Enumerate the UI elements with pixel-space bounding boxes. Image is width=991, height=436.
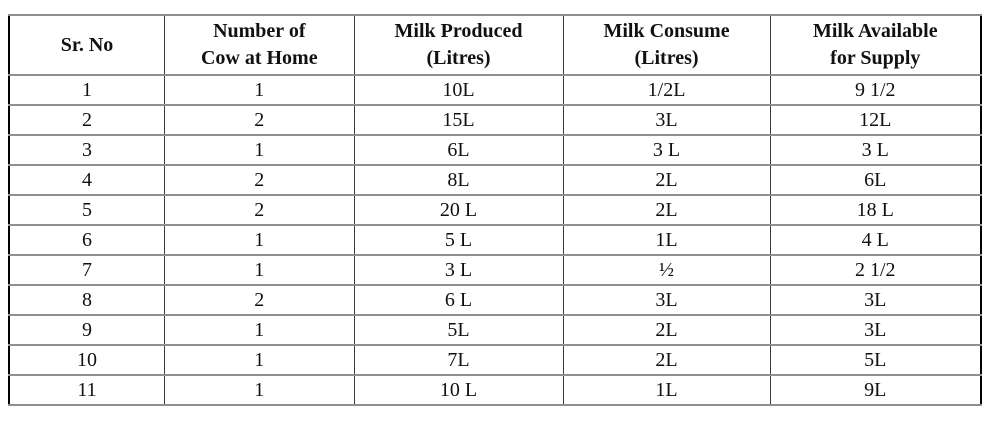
- table-cell: 4 L: [769, 224, 982, 256]
- table-cell: 2: [164, 284, 355, 316]
- column-header-line: Number of: [213, 20, 306, 42]
- table-cell: 2L: [562, 344, 771, 376]
- table-cell: 5L: [769, 344, 982, 376]
- table-cell: 11: [8, 374, 166, 406]
- table-header: Sr. No Number of Cow at Home Milk Produced (…: [8, 14, 982, 76]
- table-cell: 12L: [769, 104, 982, 136]
- table-cell: 1: [164, 314, 355, 346]
- table-cell: 2L: [562, 164, 771, 196]
- table-cell: 6: [8, 224, 166, 256]
- table-cell: 8: [8, 284, 166, 316]
- table-cell: 7: [8, 254, 166, 286]
- table-cell: 2L: [562, 314, 771, 346]
- table-cell: 20 L: [353, 194, 564, 226]
- table-cell: 2: [164, 104, 355, 136]
- column-header: Milk Consume (Litres): [562, 14, 771, 76]
- table-cell: 3: [8, 134, 166, 166]
- table-row: 2 2 15L 3L 12L: [8, 104, 982, 136]
- table-cell: 8L: [353, 164, 564, 196]
- column-header-line: Sr. No: [60, 33, 114, 56]
- table-cell: 5: [8, 194, 166, 226]
- table-cell: ½: [562, 254, 771, 286]
- column-header-line: for Supply: [830, 47, 921, 69]
- table-cell: 1: [164, 74, 355, 106]
- table-cell: 3L: [769, 284, 982, 316]
- table-row: 10 1 7L 2L 5L: [8, 344, 982, 376]
- table-cell: 1: [164, 374, 355, 406]
- table-cell: 15L: [353, 104, 564, 136]
- table-cell: 18 L: [769, 194, 982, 226]
- table-row: 11 1 10 L 1L 9L: [8, 374, 982, 406]
- milk-production-table: Sr. No Number of Cow at Home Milk Produced (…: [8, 14, 982, 406]
- table-row: 9 1 5L 2L 3L: [8, 314, 982, 346]
- table-cell: 10L: [353, 74, 564, 106]
- table-cell: 1/2L: [562, 74, 771, 106]
- column-header-line: (Litres): [426, 47, 491, 69]
- table-cell: 1L: [562, 224, 771, 256]
- table-cell: 2: [164, 194, 355, 226]
- table-cell: 1L: [562, 374, 771, 406]
- table-cell: 6L: [769, 164, 982, 196]
- table-cell: 7L: [353, 344, 564, 376]
- table-cell: 6 L: [353, 284, 564, 316]
- table-row: 4 2 8L 2L 6L: [8, 164, 982, 196]
- header-row: Sr. No Number of Cow at Home Milk Produced (…: [8, 14, 982, 76]
- table-cell: 9: [8, 314, 166, 346]
- table-cell: 10: [8, 344, 166, 376]
- table-cell: 3L: [562, 104, 771, 136]
- table-cell: 1: [164, 344, 355, 376]
- table-cell: 1: [164, 254, 355, 286]
- table-cell: 1: [164, 134, 355, 166]
- table-cell: 9 1/2: [769, 74, 982, 106]
- table-cell: 3 L: [353, 254, 564, 286]
- table-cell: 10 L: [353, 374, 564, 406]
- table-cell: 2: [164, 164, 355, 196]
- column-header: Number of Cow at Home: [164, 14, 355, 76]
- column-header: Sr. No: [8, 14, 166, 76]
- table-cell: 3L: [769, 314, 982, 346]
- table-cell: 9L: [769, 374, 982, 406]
- table-cell: 3 L: [562, 134, 771, 166]
- table-cell: 4: [8, 164, 166, 196]
- table-cell: 3 L: [769, 134, 982, 166]
- column-header-line: Milk Produced: [394, 20, 523, 42]
- table-row: 1 1 10L 1/2L 9 1/2: [8, 74, 982, 106]
- table-cell: 2L: [562, 194, 771, 226]
- column-header: Milk Available for Supply: [769, 14, 982, 76]
- table-cell: 2 1/2: [769, 254, 982, 286]
- table-cell: 3L: [562, 284, 771, 316]
- table-cell: 1: [8, 74, 166, 106]
- column-header-line: Milk Consume: [603, 20, 730, 42]
- table-cell: 6L: [353, 134, 564, 166]
- table-cell: 2: [8, 104, 166, 136]
- table-cell: 1: [164, 224, 355, 256]
- column-header: Milk Produced (Litres): [353, 14, 564, 76]
- column-header-line: (Litres): [634, 47, 699, 69]
- column-header-line: Milk Available: [812, 20, 938, 42]
- table-row: 5 2 20 L 2L 18 L: [8, 194, 982, 226]
- column-header-line: Cow at Home: [200, 47, 318, 69]
- table-cell: 5 L: [353, 224, 564, 256]
- table-cell: 5L: [353, 314, 564, 346]
